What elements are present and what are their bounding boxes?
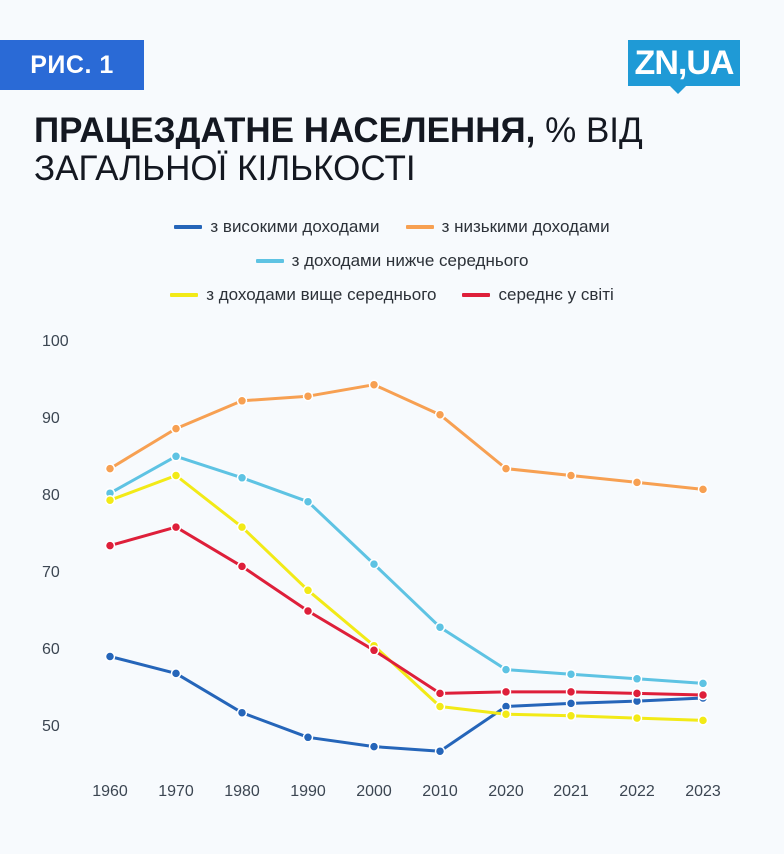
x-tick-label-1980: 1980 — [224, 783, 260, 800]
data-point-з-доходами-вище-середнього-1990 — [302, 585, 314, 596]
logo[interactable]: ZN,UA — [628, 40, 740, 86]
data-point-з-доходами-нижче-середнього-1970 — [170, 451, 182, 462]
legend-item-world: середнє у світі — [462, 285, 614, 305]
legend-swatch-upper-middle — [170, 293, 199, 297]
data-point-з-низькими-доходами-1980 — [236, 395, 248, 407]
legend-swatch-low — [405, 225, 434, 229]
data-point-з-низькими-доходами-2022 — [631, 477, 643, 488]
series-line-з-низькими-доходами — [108, 383, 705, 491]
logo-text: ZN,UA — [634, 43, 735, 82]
data-point-з-доходами-нижче-середнього-2022 — [631, 673, 643, 685]
series-line-з-високими-доходами — [108, 655, 705, 753]
data-point-середнє-у-світі-1980 — [236, 561, 248, 572]
data-point-з-високими-доходами-1990 — [302, 732, 314, 743]
x-tick-label-1960: 1960 — [92, 783, 128, 800]
data-point-з-низькими-доходами-2000 — [368, 379, 380, 390]
x-axis: 1960 1970 1980 1990 2000 2010 2020 2021 2022 2023 — [92, 783, 721, 800]
data-point-з-високими-доходами-1980 — [236, 707, 248, 718]
legend-label-low: з низькими доходами — [441, 217, 610, 236]
legend-row-2: з доходами нижче середнього — [0, 251, 784, 271]
data-point-з-доходами-вище-середнього-1960 — [104, 494, 116, 506]
data-point-з-доходами-нижче-середнього-1990 — [302, 496, 314, 507]
data-point-з-високими-доходами-2010 — [434, 745, 446, 757]
logo-tail — [668, 84, 688, 94]
y-tick-label-90: 90 — [42, 410, 60, 427]
figure-badge: РИС. 1 — [0, 40, 144, 90]
data-point-з-високими-доходами-1960 — [104, 651, 116, 662]
chart-title-bold: ПРАЦЕЗДАТНЕ НАСЕЛЕННЯ, — [34, 111, 536, 150]
data-point-середнє-у-світі-1990 — [302, 605, 314, 617]
y-tick-label-60: 60 — [42, 641, 60, 658]
chart-title: ПРАЦЕЗДАТНЕ НАСЕЛЕННЯ, % ВІД ЗАГАЛЬНОЇ К… — [34, 112, 754, 188]
data-point-з-високими-доходами-2021 — [565, 698, 577, 709]
series-line-з-доходами-вище-середнього — [108, 474, 705, 722]
legend-swatch-world — [462, 293, 491, 297]
legend-row-3: з доходами вище середнього середнє у сві… — [0, 285, 784, 305]
data-point-з-доходами-нижче-середнього-2010 — [434, 621, 446, 633]
data-point-середнє-у-світі-2000 — [368, 645, 380, 656]
data-point-з-доходами-вище-середнього-2020 — [500, 708, 512, 720]
series-points — [104, 379, 709, 757]
legend-item-high: з високими доходами — [174, 217, 380, 237]
data-point-середнє-у-світі-2010 — [434, 688, 446, 699]
data-point-з-доходами-нижче-середнього-2020 — [500, 664, 512, 675]
legend-label-world: середнє у світі — [498, 285, 614, 304]
legend-row-1: з високими доходами з низькими доходами — [0, 217, 784, 237]
x-tick-label-2020: 2020 — [488, 783, 524, 800]
legend-item-upper-middle: з доходами вище середнього — [170, 285, 436, 305]
data-point-з-низькими-доходами-2023 — [697, 484, 709, 495]
data-point-з-низькими-доходами-1970 — [170, 423, 182, 434]
data-point-з-доходами-нижче-середнього-2023 — [697, 678, 709, 689]
legend-item-low: з низькими доходами — [405, 217, 610, 237]
data-point-з-доходами-вище-середнього-1980 — [236, 521, 248, 533]
x-tick-label-1990: 1990 — [290, 783, 326, 800]
legend-label-lower-middle: з доходами нижче середнього — [291, 251, 529, 270]
chart-title-rest: % ВІД ЗАГАЛЬНОЇ КІЛЬКОСТІ — [34, 111, 643, 188]
x-tick-label-2000: 2000 — [356, 783, 392, 800]
y-tick-label-70: 70 — [42, 564, 60, 581]
data-point-середнє-у-світі-2023 — [697, 689, 709, 701]
data-point-з-низькими-доходами-2020 — [500, 463, 512, 474]
data-point-з-доходами-вище-середнього-2021 — [565, 710, 577, 722]
x-tick-label-2023: 2023 — [685, 783, 721, 800]
data-point-з-високими-доходами-2000 — [368, 741, 380, 752]
x-tick-label-2021: 2021 — [553, 783, 589, 800]
y-tick-label-80: 80 — [42, 487, 60, 504]
data-point-з-доходами-нижче-середнього-2000 — [368, 558, 380, 570]
data-point-середнє-у-світі-1970 — [170, 521, 182, 533]
data-point-з-низькими-доходами-2010 — [434, 409, 446, 420]
x-tick-label-1970: 1970 — [158, 783, 194, 800]
data-point-з-доходами-нижче-середнього-2021 — [565, 668, 577, 680]
x-tick-label-2022: 2022 — [619, 783, 655, 800]
data-point-з-низькими-доходами-1990 — [302, 390, 314, 402]
y-tick-label-50: 50 — [42, 718, 60, 735]
series-lines — [108, 383, 705, 753]
data-point-з-доходами-вище-середнього-2023 — [697, 715, 709, 726]
data-point-з-високими-доходами-1970 — [170, 668, 182, 679]
data-point-середнє-у-світі-1960 — [104, 540, 116, 551]
series-line-середнє-у-світі — [108, 525, 705, 697]
legend-item-lower-middle: з доходами нижче середнього — [255, 251, 529, 271]
figure-label: РИС. 1 — [30, 50, 114, 79]
legend-label-upper-middle: з доходами вище середнього — [206, 285, 437, 304]
data-point-середнє-у-світі-2021 — [565, 686, 577, 698]
data-point-з-низькими-доходами-2021 — [565, 470, 577, 481]
y-axis: 50 60 70 80 90 100 — [42, 333, 69, 735]
data-point-з-доходами-вище-середнього-1970 — [170, 470, 182, 481]
data-point-середнє-у-світі-2020 — [500, 686, 512, 698]
legend-swatch-high — [174, 225, 203, 229]
y-tick-label-100: 100 — [42, 333, 69, 350]
data-point-з-доходами-вище-середнього-2010 — [434, 701, 446, 712]
line-chart: 50 60 70 80 90 100 1960 1970 1980 1990 2000 2010 20… — [42, 333, 721, 800]
data-point-середнє-у-світі-2022 — [631, 688, 643, 699]
legend-label-high: з високими доходами — [210, 217, 380, 236]
data-point-з-доходами-вище-середнього-2022 — [631, 712, 643, 724]
x-tick-label-2010: 2010 — [422, 783, 458, 800]
legend-swatch-lower-middle — [255, 259, 284, 263]
data-point-з-доходами-нижче-середнього-1980 — [236, 472, 248, 484]
series-line-з-доходами-нижче-середнього — [108, 454, 705, 685]
data-point-з-низькими-доходами-1960 — [104, 463, 116, 474]
